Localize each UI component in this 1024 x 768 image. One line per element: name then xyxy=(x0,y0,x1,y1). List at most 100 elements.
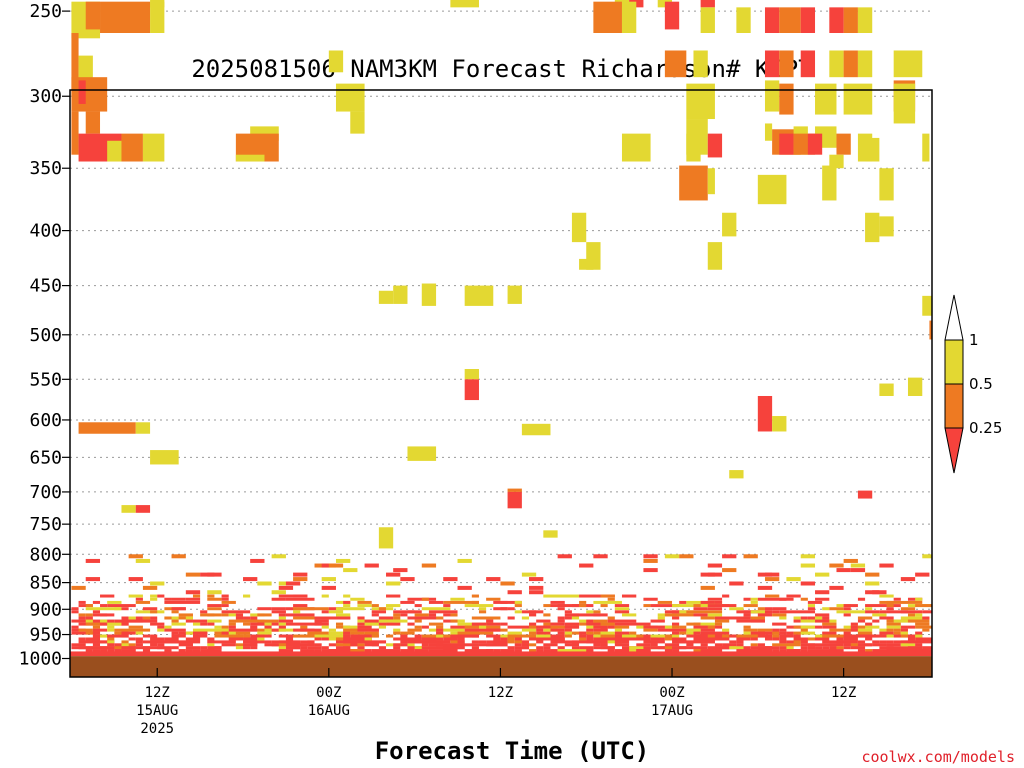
data-cell xyxy=(672,604,701,608)
data-cell xyxy=(600,604,608,608)
data-cell xyxy=(907,640,932,644)
data-cell xyxy=(400,637,408,641)
data-cell xyxy=(85,607,122,611)
data-cell xyxy=(150,450,179,465)
data-cell xyxy=(621,637,651,641)
data-cell xyxy=(200,622,208,626)
data-cell xyxy=(407,610,415,614)
data-cell xyxy=(872,634,880,638)
data-cell xyxy=(300,628,315,632)
data-cell xyxy=(743,554,758,559)
data-cell xyxy=(829,607,844,611)
data-cell xyxy=(564,613,601,617)
data-cell xyxy=(443,604,451,608)
data-cell xyxy=(857,625,866,629)
data-cell xyxy=(128,554,143,559)
data-cell xyxy=(114,628,151,632)
data-cell xyxy=(171,640,201,644)
data-cell xyxy=(436,631,444,635)
data-cell xyxy=(679,610,694,614)
data-cell xyxy=(643,649,651,653)
data-cell xyxy=(100,604,108,608)
data-cell xyxy=(557,619,565,623)
data-cell xyxy=(178,643,193,647)
data-cell xyxy=(557,649,594,653)
data-cell xyxy=(128,625,143,629)
data-cell xyxy=(857,640,866,644)
data-cell xyxy=(829,646,837,650)
data-cell xyxy=(686,83,715,120)
data-cell xyxy=(257,634,272,638)
data-cell xyxy=(185,616,193,620)
data-cell xyxy=(128,594,143,598)
data-cell xyxy=(643,604,651,608)
data-cell xyxy=(207,613,222,617)
data-cell xyxy=(514,604,522,608)
data-cell xyxy=(686,133,701,162)
data-cell xyxy=(278,649,294,653)
data-cell xyxy=(371,604,379,608)
data-cell xyxy=(550,643,558,647)
data-cell xyxy=(714,616,751,620)
y-tick-label: 250 xyxy=(29,1,62,22)
data-cell xyxy=(407,631,415,635)
data-cell xyxy=(643,597,658,601)
data-cell xyxy=(822,634,837,638)
data-cell xyxy=(171,619,179,623)
data-cell xyxy=(843,83,873,115)
data-cell xyxy=(371,643,379,647)
data-cell xyxy=(386,634,394,638)
data-cell xyxy=(879,216,894,237)
data-cell xyxy=(471,649,479,653)
data-cell xyxy=(879,640,887,644)
data-cell xyxy=(393,285,408,304)
data-cell xyxy=(900,610,908,614)
data-cell xyxy=(164,637,179,641)
data-cell xyxy=(486,628,501,632)
data-cell xyxy=(886,634,894,638)
data-cell xyxy=(571,646,580,650)
data-cell xyxy=(672,622,680,626)
data-cell xyxy=(471,594,479,598)
data-cell xyxy=(800,628,808,632)
data-cell xyxy=(92,640,101,644)
data-cell xyxy=(829,50,844,78)
data-cell xyxy=(772,610,780,614)
credit-label[interactable]: coolwx.com/models xyxy=(861,748,1015,766)
data-cell xyxy=(686,628,701,632)
data-cell xyxy=(107,640,115,644)
data-cell xyxy=(686,640,715,644)
data-cell xyxy=(200,646,208,650)
data-cell xyxy=(400,613,408,617)
data-cell xyxy=(235,154,265,162)
data-cell xyxy=(71,111,79,155)
data-cell xyxy=(285,581,301,586)
data-cell xyxy=(293,607,329,611)
data-cell xyxy=(543,646,551,650)
data-cell xyxy=(171,597,186,601)
data-cell xyxy=(207,572,222,577)
data-cell xyxy=(335,607,365,611)
data-cell xyxy=(250,625,258,629)
data-cell xyxy=(371,628,379,632)
data-cell xyxy=(879,563,894,568)
data-cell xyxy=(178,607,186,611)
x-tick-label: 12Z xyxy=(831,685,856,701)
data-cell xyxy=(364,563,379,568)
data-cell xyxy=(250,616,258,620)
data-cell xyxy=(586,634,594,638)
data-cell xyxy=(135,640,143,644)
data-cell xyxy=(450,649,458,653)
data-cell xyxy=(707,634,744,638)
data-cell xyxy=(571,604,580,608)
data-cell xyxy=(450,637,458,641)
data-cell xyxy=(378,290,394,304)
data-cell xyxy=(321,634,336,638)
data-cell xyxy=(285,646,301,650)
data-cell xyxy=(443,577,458,582)
data-cell xyxy=(486,577,501,582)
data-cell xyxy=(357,646,365,650)
data-cell xyxy=(371,613,379,617)
data-cell xyxy=(557,631,565,635)
